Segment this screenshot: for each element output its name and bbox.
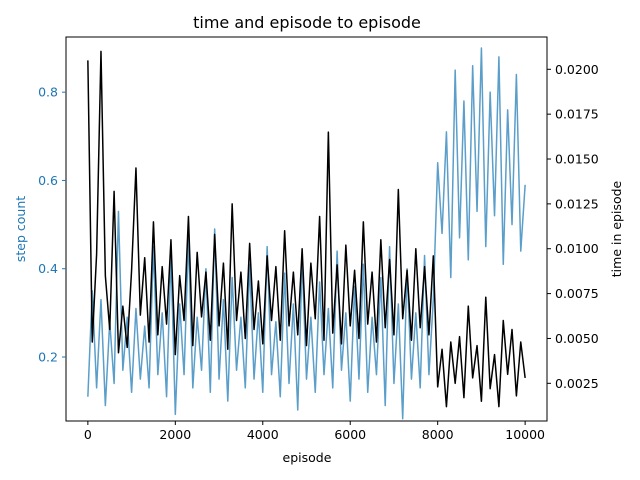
x-tick-label: 10000 [505,427,545,442]
y-left-tick-label: 0.6 [38,173,58,188]
y-right-tick-label: 0.0200 [555,62,599,77]
series-line-time [87,50,526,408]
y-right-tick-label: 0.0175 [555,107,599,122]
series-layer [87,47,526,420]
chart-title: time and episode to episode [193,13,421,32]
plot-frame [65,36,548,422]
y-left-tick-label: 0.2 [38,350,58,365]
y-left-tick-label: 0.8 [38,85,58,100]
x-tick-label: 8000 [422,427,454,442]
y-right-tick-label: 0.0100 [555,241,599,256]
y-axis-right-label: time in episode [609,180,624,277]
y-axis-left: 0.2 0.4 0.6 0.8 [38,85,66,365]
y-right-tick-label: 0.0150 [555,152,599,167]
y-right-tick-label: 0.0125 [555,196,599,211]
x-axis: 0 2000 4000 6000 8000 10000 [84,421,545,442]
x-tick-label: 4000 [247,427,279,442]
y-right-tick-label: 0.0050 [555,331,599,346]
x-tick-label: 6000 [334,427,366,442]
y-axis-left-label: step count [13,196,28,262]
y-right-tick-label: 0.0075 [555,286,599,301]
x-tick-label: 0 [84,427,92,442]
y-axis-right: 0.0025 0.0050 0.0075 0.0100 0.0125 0.0150 0.01… [547,62,599,391]
x-axis-label: episode [283,450,332,465]
y-left-tick-label: 0.4 [38,261,58,276]
x-tick-label: 2000 [159,427,191,442]
series-line-steps [87,47,526,420]
y-right-tick-label: 0.0025 [555,376,599,391]
